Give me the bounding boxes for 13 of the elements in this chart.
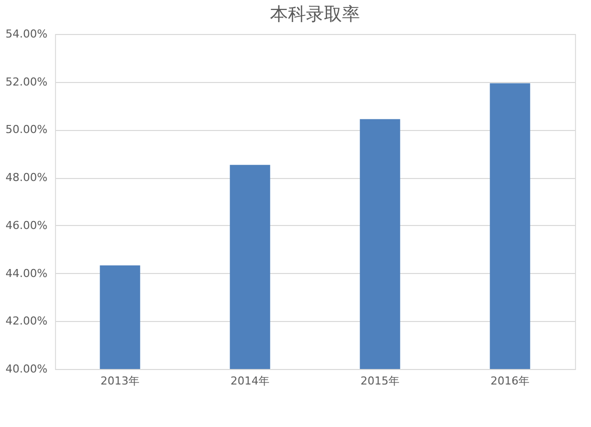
y-tick-label: 40.00% bbox=[6, 362, 48, 376]
x-tick-label: 2015年 bbox=[360, 374, 400, 388]
x-tick-label: 2014年 bbox=[230, 374, 270, 388]
y-tick-label: 42.00% bbox=[6, 314, 48, 328]
y-tick-label: 50.00% bbox=[6, 123, 48, 136]
y-tick-label: 54.00% bbox=[6, 28, 48, 40]
x-tick-label: 2013年 bbox=[100, 374, 140, 388]
y-tick-label: 44.00% bbox=[6, 266, 48, 280]
y-tick-label: 48.00% bbox=[6, 171, 48, 184]
y-tick-label: 52.00% bbox=[6, 75, 48, 88]
chart-title: 本科录取率 bbox=[270, 4, 360, 25]
x-tick-label: 2016年 bbox=[490, 374, 530, 388]
y-tick-label: 46.00% bbox=[6, 218, 48, 232]
